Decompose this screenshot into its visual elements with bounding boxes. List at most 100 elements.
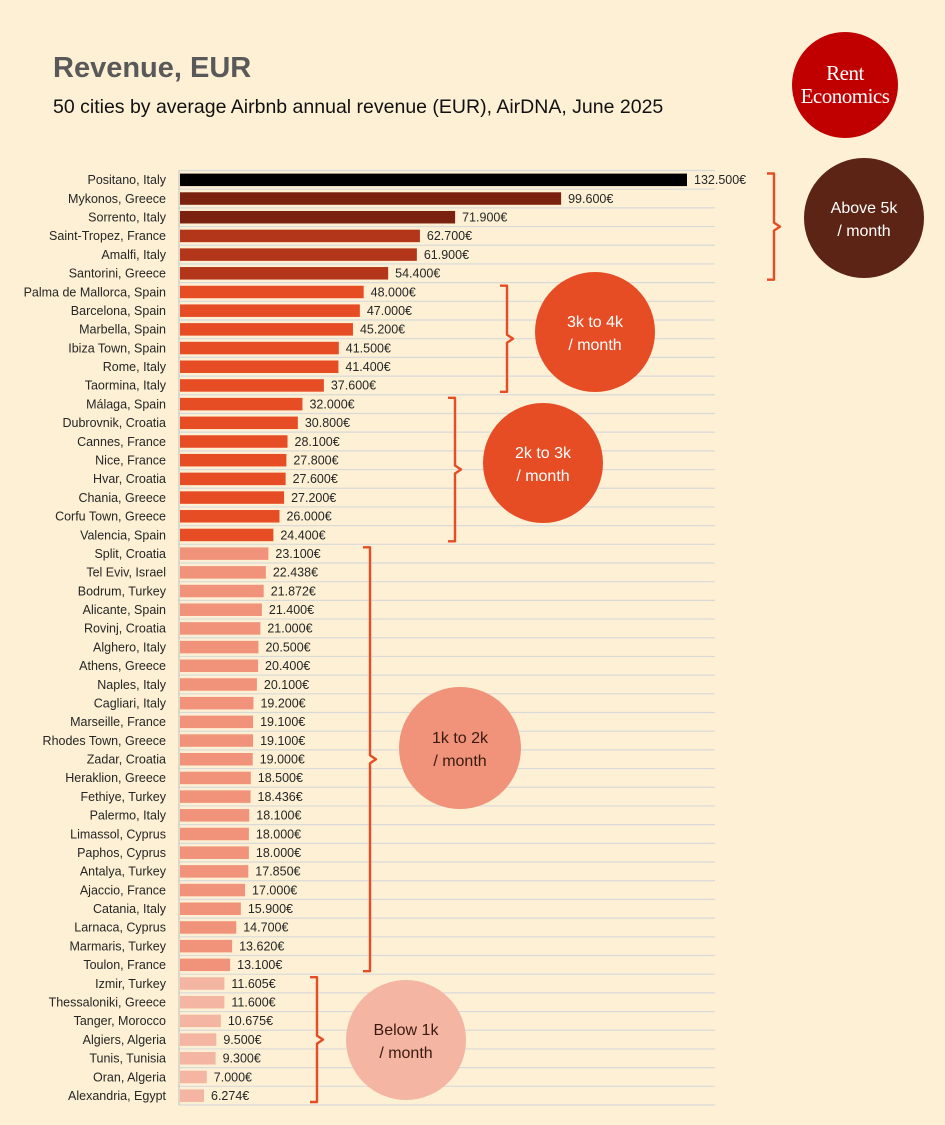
group-label-line-1: 3k to 4k: [567, 314, 624, 331]
category-label: Taormina, Italy: [85, 379, 167, 393]
group-label-line-1: 2k to 3k: [515, 445, 572, 462]
group-bracket: [310, 975, 325, 1104]
bar: [180, 285, 364, 299]
data-label: 17.000€: [252, 883, 297, 897]
bar: [180, 715, 254, 729]
group-label-line-2: / month: [516, 468, 569, 485]
category-label: Mykonos, Greece: [68, 192, 166, 206]
category-label: Zadar, Croatia: [87, 753, 166, 767]
bar: [180, 323, 353, 336]
data-label: 27.200€: [291, 491, 336, 505]
data-label: 19.200€: [260, 696, 305, 710]
category-label: Oran, Algeria: [93, 1070, 166, 1084]
data-label: 45.200€: [360, 323, 405, 337]
data-label: 30.800€: [305, 416, 350, 430]
bar: [180, 547, 269, 560]
bar: [180, 528, 274, 542]
group-circle: [483, 403, 603, 523]
category-label: Alexandria, Egypt: [68, 1089, 167, 1103]
category-label: Alghero, Italy: [93, 640, 167, 654]
group-label-line-1: Above 5k: [831, 200, 899, 217]
data-label: 41.400€: [345, 360, 390, 374]
bar: [180, 1014, 221, 1028]
data-label: 14.700€: [243, 921, 288, 935]
bar: [180, 1089, 205, 1102]
category-label: Split, Croatia: [94, 547, 166, 561]
bar: [180, 1052, 216, 1065]
group-label-line-2: / month: [433, 753, 486, 770]
category-label: Saint-Tropez, France: [49, 229, 166, 243]
bar: [180, 397, 303, 411]
bar: [180, 1070, 207, 1084]
group-label-line-2: / month: [568, 337, 621, 354]
category-label: Bodrum, Turkey: [78, 584, 167, 598]
category-label: Marmaris, Turkey: [69, 939, 166, 953]
bar: [180, 210, 456, 224]
data-label: 99.600€: [568, 192, 613, 206]
category-label: Thessaloniki, Greece: [49, 996, 166, 1010]
group-label-line-2: / month: [837, 223, 890, 240]
data-label: 11.605€: [231, 977, 275, 991]
category-label: Barcelona, Spain: [71, 304, 166, 318]
data-label: 20.500€: [265, 640, 310, 654]
data-label: 32.000€: [309, 397, 354, 411]
data-label: 13.100€: [237, 958, 282, 972]
data-label: 22.438€: [273, 566, 318, 580]
category-label: Rome, Italy: [103, 360, 167, 374]
bar: [180, 958, 231, 972]
bar: [180, 883, 246, 897]
bar: [180, 248, 417, 261]
bar: [180, 341, 339, 355]
category-label: Tanger, Morocco: [74, 1014, 166, 1028]
data-label: 10.675€: [228, 1014, 273, 1028]
bar: [180, 173, 687, 187]
data-label: 18.000€: [256, 846, 301, 860]
bar: [180, 229, 420, 243]
data-label: 132.500€: [694, 173, 746, 187]
bar: [180, 1033, 217, 1046]
chart-subtitle: 50 cities by average Airbnb annual reven…: [53, 96, 664, 118]
category-label: Rhodes Town, Greece: [43, 734, 166, 748]
bar: [180, 921, 237, 934]
category-label: Tunis, Tunisia: [89, 1052, 166, 1066]
category-label: Amalfi, Italy: [101, 248, 166, 262]
bar: [180, 977, 225, 990]
category-label: Corfu Town, Greece: [55, 510, 166, 524]
group-bracket: [448, 396, 463, 543]
category-label: Rovinj, Croatia: [84, 622, 166, 636]
category-label: Athens, Greece: [79, 659, 166, 673]
bar: [180, 696, 254, 710]
bar: [180, 790, 251, 803]
bar: [180, 734, 254, 747]
data-label: 7.000€: [214, 1070, 252, 1084]
logo-line-2: Economics: [800, 84, 890, 108]
data-label: 28.100€: [295, 435, 340, 449]
data-label: 48.000€: [371, 285, 416, 299]
data-label: 71.900€: [462, 211, 507, 225]
data-label: 18.500€: [258, 771, 303, 785]
category-label: Tel Eviv, Israel: [86, 566, 166, 580]
category-label: Cagliari, Italy: [94, 696, 167, 710]
category-label: Naples, Italy: [97, 678, 167, 692]
category-label: Ajaccio, France: [80, 883, 166, 897]
category-label: Cannes, France: [77, 435, 166, 449]
data-label: 11.600€: [231, 996, 275, 1010]
category-label: Larnaca, Cyprus: [74, 921, 166, 935]
data-label: 18.000€: [256, 827, 301, 841]
logo-line-1: Rent: [826, 61, 864, 85]
category-label: Heraklion, Greece: [65, 771, 166, 785]
category-label: Nice, France: [95, 453, 166, 467]
category-label: Alicante, Spain: [83, 603, 166, 617]
category-label: Hvar, Croatia: [93, 472, 166, 486]
category-label: Izmir, Turkey: [95, 977, 167, 991]
data-label: 23.100€: [275, 547, 320, 561]
bar: [180, 453, 287, 467]
category-label: Palermo, Italy: [90, 809, 167, 823]
bar: [180, 771, 251, 785]
category-label: Málaga, Spain: [86, 397, 166, 411]
category-label: Limassol, Cyprus: [70, 827, 166, 841]
bar: [180, 659, 259, 673]
data-label: 13.620€: [239, 939, 284, 953]
bar: [180, 304, 360, 317]
bar: [180, 360, 339, 373]
